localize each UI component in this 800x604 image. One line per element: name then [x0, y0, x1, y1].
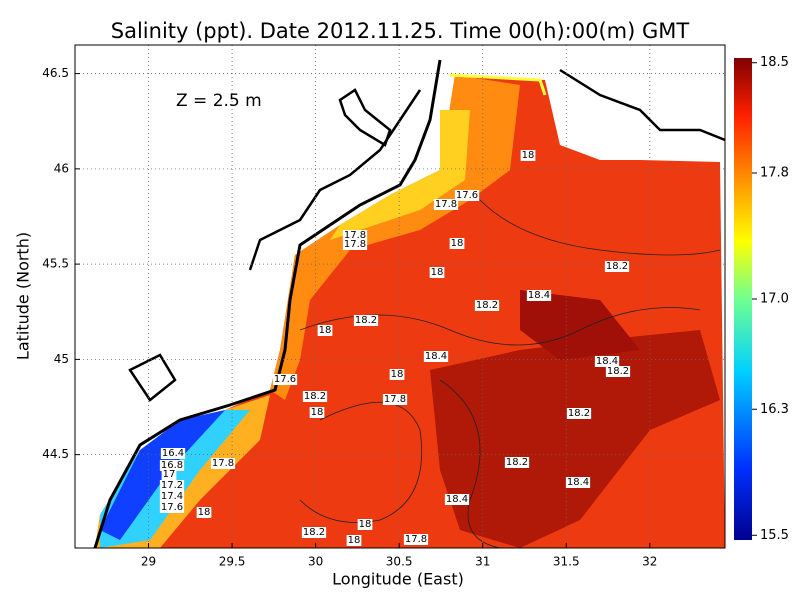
x-tick-label: 29: [141, 555, 156, 569]
contour-label: 18.4: [567, 477, 589, 488]
colorbar-tick-label: 16.3: [760, 402, 789, 417]
contour-label: 18: [348, 535, 361, 546]
contour-label: 17.6: [274, 374, 296, 385]
y-tick-label: 45.5: [42, 257, 69, 271]
contour-label: 17.8: [405, 534, 427, 545]
contour-label: 18.2: [355, 315, 377, 326]
contour-label: 18.2: [607, 366, 629, 377]
contour-label: 17.8: [435, 199, 457, 210]
contour-label-bg: [444, 494, 470, 505]
x-tick-label: 29.5: [219, 555, 246, 569]
contour-label-bg: [210, 458, 236, 469]
contour-label: 17.6: [161, 502, 183, 513]
contour-label-bg: [272, 374, 298, 385]
contour-label-bg: [196, 507, 212, 518]
contour-label-bg: [353, 315, 379, 326]
contour-label: 18: [359, 519, 372, 530]
contour-label-bg: [317, 325, 333, 336]
y-tick-label: 46: [54, 161, 69, 175]
contour-label: 18: [522, 150, 535, 161]
contour-label-bg: [160, 448, 186, 459]
y-tick-label: 45: [54, 352, 69, 366]
contour-label-bg: [342, 239, 368, 250]
contour-label: 18.4: [425, 351, 447, 362]
contour-label-bg: [474, 300, 500, 311]
colorbar-tick-label: 17.8: [760, 165, 789, 180]
contour-label-bg: [161, 469, 177, 480]
x-tick-label: 30.5: [386, 555, 413, 569]
contour-label: 18.2: [606, 261, 628, 272]
contour-label-bg: [526, 290, 552, 301]
depth-annotation: Z = 2.5 m: [176, 91, 262, 111]
contour-label: 18.4: [528, 290, 550, 301]
contour-label: 18: [319, 325, 332, 336]
contour-label-bg: [346, 535, 362, 546]
chart-title: Salinity (ppt). Date 2012.11.25. Time 00…: [111, 19, 690, 43]
contour-label-bg: [520, 150, 536, 161]
contour-label: 17.8: [344, 230, 366, 241]
contour-label-bg: [605, 366, 631, 377]
y-tick-label: 44.5: [42, 447, 69, 461]
y-axis-label: Latitude (North): [14, 232, 33, 360]
contour-label: 17.8: [212, 458, 234, 469]
contour-label: 16.4: [162, 448, 184, 459]
contour-label: 18.2: [568, 408, 590, 419]
contour-label: 18.4: [446, 494, 468, 505]
contour-label: 18: [451, 238, 464, 249]
contour-label: 18.2: [304, 391, 326, 402]
contour-label-bg: [159, 502, 185, 513]
y-tick-label: 46.5: [42, 66, 69, 80]
contour-label: 18.4: [596, 356, 618, 367]
colorbar-tick-label: 18.5: [760, 55, 789, 70]
contour-label: 18: [311, 407, 324, 418]
salinity-field: [75, 45, 725, 548]
contour-label-bg: [565, 477, 591, 488]
contour-label: 18: [431, 267, 444, 278]
x-tick-label: 31.5: [553, 555, 580, 569]
contour-label-bg: [403, 534, 429, 545]
contour-label-bg: [159, 480, 185, 491]
colorbar-tick-label: 17.0: [760, 292, 789, 307]
x-tick-label: 30: [308, 555, 323, 569]
contour-label: 18.2: [506, 457, 528, 468]
contour-label-bg: [159, 491, 185, 502]
contour-label-bg: [594, 356, 620, 367]
colorbar: [734, 58, 752, 540]
contour-label-bg: [454, 190, 480, 201]
contour-label-bg: [433, 199, 459, 210]
contour-label-bg: [357, 519, 373, 530]
contour-label-bg: [382, 394, 408, 405]
contour-label: 18: [198, 507, 211, 518]
contour-label: 18.2: [476, 300, 498, 311]
x-axis-label: Longitude (East): [332, 570, 464, 589]
contour-label: 17.8: [344, 239, 366, 250]
contour-label: 17.2: [161, 480, 183, 491]
contour-label-bg: [301, 527, 327, 538]
contour-label: 17.8: [384, 394, 406, 405]
contour-label-bg: [449, 238, 465, 249]
contour-label-bg: [159, 460, 185, 471]
contour-label: 17.6: [456, 190, 478, 201]
contour-label: 16.8: [161, 460, 183, 471]
contour-label-bg: [389, 369, 405, 380]
contour-label: 18.2: [303, 527, 325, 538]
contour-label-bg: [342, 230, 368, 241]
x-tick-label: 32: [642, 555, 657, 569]
contour-label-bg: [423, 351, 449, 362]
contour-label-bg: [566, 408, 592, 419]
colorbar-tick-label: 15.5: [760, 528, 789, 543]
contour-label-bg: [504, 457, 530, 468]
plot-frame: [74, 44, 726, 549]
contour-label-bg: [604, 261, 630, 272]
x-tick-label: 31: [475, 555, 490, 569]
contour-label: 17: [163, 469, 176, 480]
contour-label-bg: [302, 391, 328, 402]
contour-label: 18: [391, 369, 404, 380]
contour-label-bg: [309, 407, 325, 418]
contour-label-bg: [429, 267, 445, 278]
contour-label: 17.4: [161, 491, 183, 502]
